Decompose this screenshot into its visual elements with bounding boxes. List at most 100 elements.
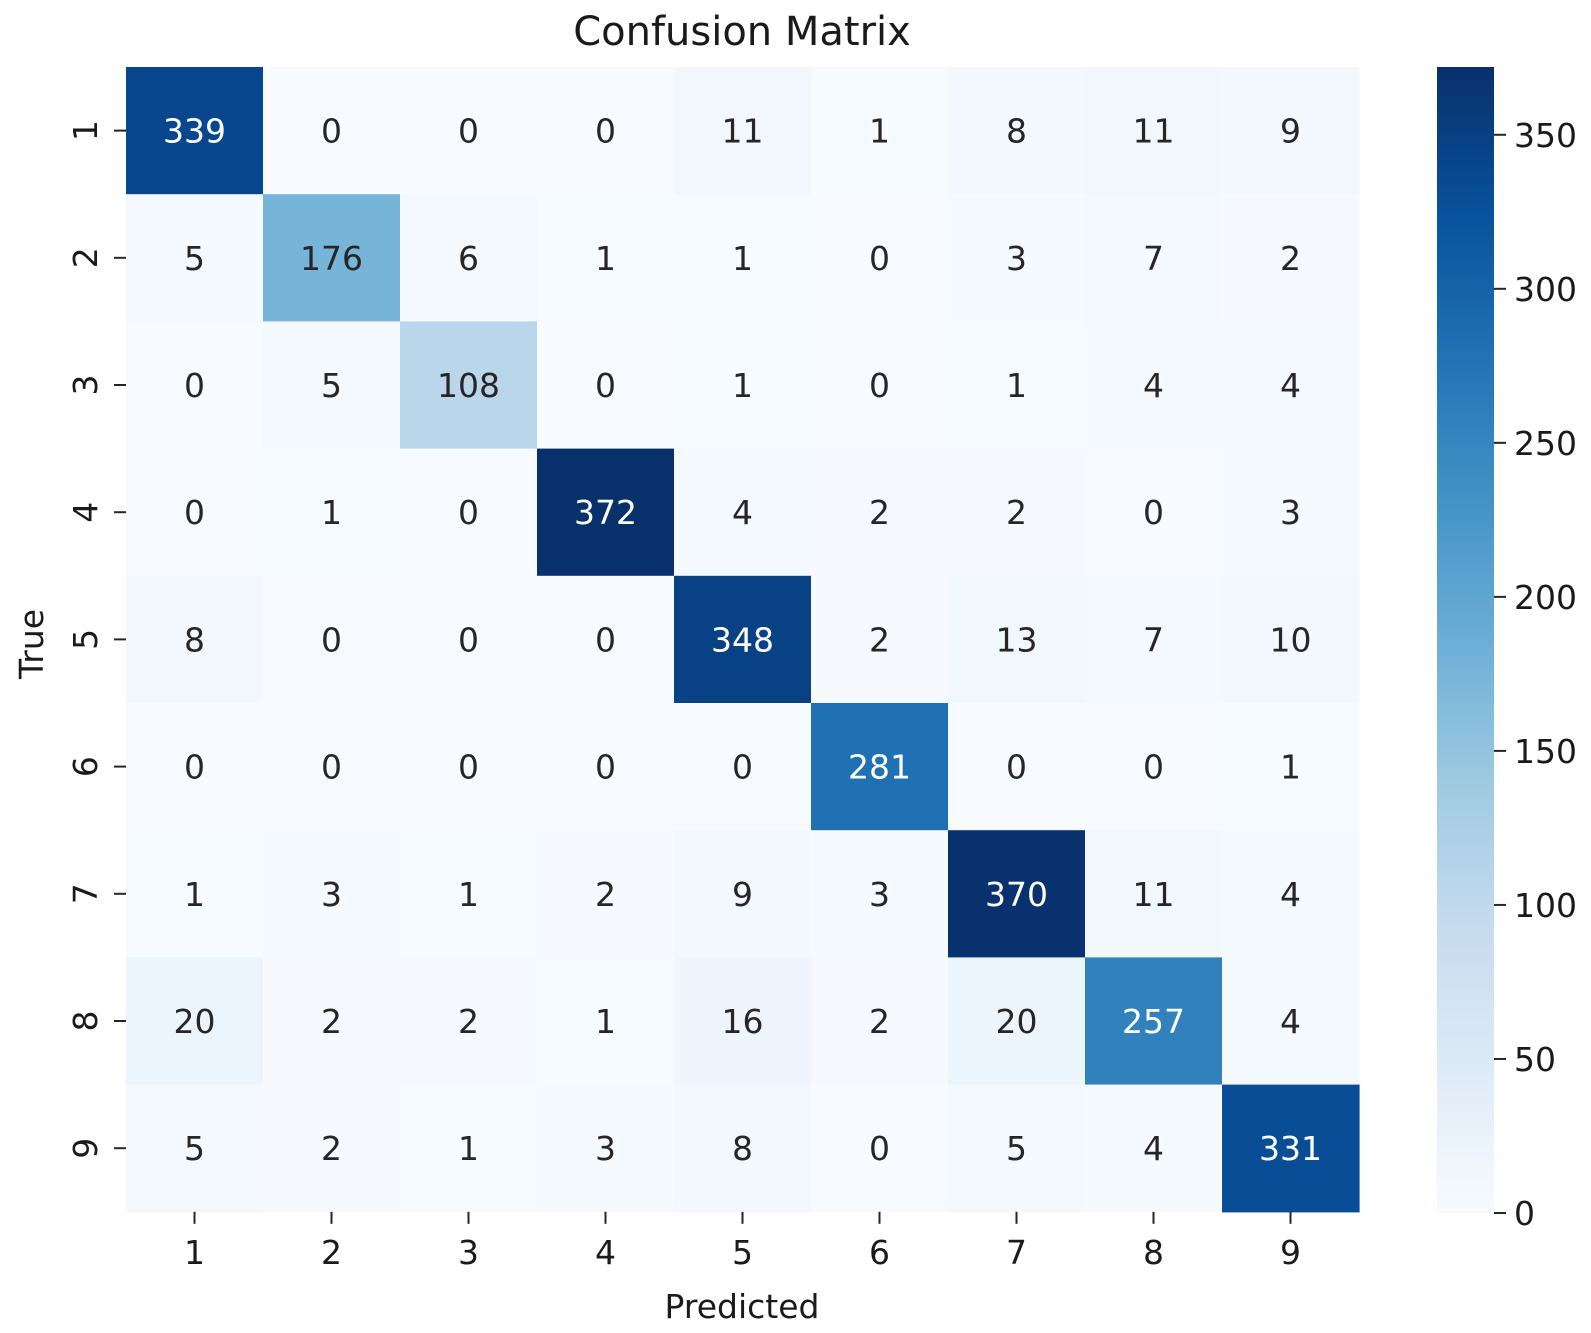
heatmap-cell-r3-c8 (1085, 321, 1223, 450)
x-tick-label-6: 6 (869, 1233, 890, 1272)
heatmap-cell-r8-c6 (811, 957, 949, 1086)
x-tick-label-4: 4 (595, 1233, 616, 1272)
cell-value-r6-c8: 0 (1143, 748, 1164, 787)
heatmap-cell-r7-c4 (537, 830, 675, 958)
cell-value-r7-c7: 370 (985, 875, 1048, 914)
cell-value-r2-c8: 7 (1143, 239, 1164, 278)
cell-value-r7-c1: 1 (184, 875, 205, 914)
y-axis-ticks: 1 2 3 4 5 6 7 8 9 (66, 120, 126, 1159)
cell-value-r2-c2: 176 (300, 239, 363, 278)
cell-value-r8-c9: 4 (1280, 1002, 1301, 1041)
heatmap-cell-r6-c2 (263, 703, 401, 831)
cell-value-r8-c5: 16 (722, 1002, 764, 1041)
y-axis-label: True (12, 609, 51, 680)
cell-value-r4-c2: 1 (321, 493, 342, 532)
cell-value-r1-c2: 0 (321, 112, 342, 151)
heatmap-cell-r4-c6 (811, 448, 949, 577)
heatmap-cell-r2-c6 (811, 194, 949, 322)
heatmap-cell-r8-c8 (1085, 957, 1223, 1086)
cell-value-r2-c4: 1 (595, 239, 616, 278)
cell-value-r5-c4: 0 (595, 620, 616, 659)
cell-value-r4-c3: 0 (458, 493, 479, 532)
cell-value-r5-c7: 13 (996, 620, 1038, 659)
x-tick-label-7: 7 (1006, 1233, 1027, 1272)
cell-value-r6-c6: 281 (848, 748, 911, 787)
heatmap-cell-r4-c9 (1222, 448, 1360, 577)
heatmap-cell-r5-c2 (263, 575, 401, 704)
cell-value-r8-c6: 2 (869, 1002, 890, 1041)
heatmap-cell-r2-c2 (263, 194, 401, 322)
cell-value-r3-c7: 1 (1006, 366, 1027, 405)
heatmap-cell-r9-c4 (537, 1084, 675, 1213)
colorbar-tick-label-100: 100 (1514, 886, 1577, 925)
cell-value-r6-c3: 0 (458, 748, 479, 787)
y-tick-label-9: 9 (66, 1138, 105, 1159)
heatmap-cell-r7-c7 (948, 830, 1086, 958)
heatmap-cell-r1-c4 (537, 67, 675, 195)
heatmap-cell-r8-c1 (126, 957, 264, 1086)
colorbar-tick-label-50: 50 (1514, 1040, 1556, 1079)
x-tick-label-1: 1 (184, 1233, 205, 1272)
cell-value-r1-c1: 339 (163, 112, 226, 151)
cell-value-r7-c3: 1 (458, 875, 479, 914)
cell-value-r4-c8: 0 (1143, 493, 1164, 532)
heatmap-cell-r6-c6 (811, 703, 949, 831)
heatmap-cell-r8-c4 (537, 957, 675, 1086)
cell-value-r9-c3: 1 (458, 1129, 479, 1168)
chart-title: Confusion Matrix (573, 9, 911, 55)
heatmap-cell-r3-c9 (1222, 321, 1360, 450)
cell-value-r2-c1: 5 (184, 239, 205, 278)
cell-value-r7-c4: 2 (595, 875, 616, 914)
cell-value-r1-c8: 11 (1133, 112, 1175, 151)
heatmap-cell-r4-c1 (126, 448, 264, 577)
cell-value-r4-c6: 2 (869, 493, 890, 532)
heatmap-cell-r3-c7 (948, 321, 1086, 450)
cell-value-r6-c4: 0 (595, 748, 616, 787)
cell-value-r2-c6: 0 (869, 239, 890, 278)
heatmap-cell-r4-c7 (948, 448, 1086, 577)
heatmap-cell-r3-c1 (126, 321, 264, 450)
cell-value-r4-c5: 4 (732, 493, 753, 532)
cell-value-r9-c2: 2 (321, 1129, 342, 1168)
heatmap-cell-r2-c1 (126, 194, 264, 322)
cell-value-r6-c9: 1 (1280, 748, 1301, 787)
cell-value-r2-c7: 3 (1006, 239, 1027, 278)
heatmap-cell-r5-c6 (811, 575, 949, 704)
cell-value-r7-c6: 3 (869, 875, 890, 914)
heatmap-cell-r9-c6 (811, 1084, 949, 1213)
heatmap-cell-r3-c6 (811, 321, 949, 450)
heatmap-cell-r5-c8 (1085, 575, 1223, 704)
x-tick-label-9: 9 (1280, 1233, 1301, 1272)
y-tick-label-6: 6 (66, 756, 105, 777)
heatmap-cell-r5-c9 (1222, 575, 1360, 704)
cell-value-r6-c2: 0 (321, 748, 342, 787)
cell-value-r1-c3: 0 (458, 112, 479, 151)
heatmap-cell-r8-c2 (263, 957, 401, 1086)
colorbar-tick-label-0: 0 (1514, 1194, 1535, 1233)
cell-value-r8-c3: 2 (458, 1002, 479, 1041)
cell-value-r5-c5: 348 (711, 620, 774, 659)
heatmap-cell-r7-c1 (126, 830, 264, 958)
x-tick-label-3: 3 (458, 1233, 479, 1272)
cell-value-r6-c7: 0 (1006, 748, 1027, 787)
cell-value-r8-c8: 257 (1122, 1002, 1185, 1041)
cell-value-r3-c3: 108 (437, 366, 500, 405)
y-tick-label-4: 4 (66, 502, 105, 523)
cell-value-r2-c5: 1 (732, 239, 753, 278)
cell-value-r9-c5: 8 (732, 1129, 753, 1168)
heatmap-cell-r3-c2 (263, 321, 401, 450)
cell-value-r9-c8: 4 (1143, 1129, 1164, 1168)
cell-value-r1-c9: 9 (1280, 112, 1301, 151)
y-tick-label-2: 2 (66, 247, 105, 268)
cell-value-r7-c5: 9 (732, 875, 753, 914)
heatmap-cell-r1-c1 (126, 67, 264, 195)
heatmap-cell-r8-c9 (1222, 957, 1360, 1086)
colorbar-tick-label-300: 300 (1514, 270, 1577, 309)
heatmap-cell-r6-c7 (948, 703, 1086, 831)
colorbar-gradient (1437, 67, 1494, 1213)
cell-value-r3-c9: 4 (1280, 366, 1301, 405)
cell-value-r5-c6: 2 (869, 620, 890, 659)
y-tick-label-3: 3 (66, 375, 105, 396)
